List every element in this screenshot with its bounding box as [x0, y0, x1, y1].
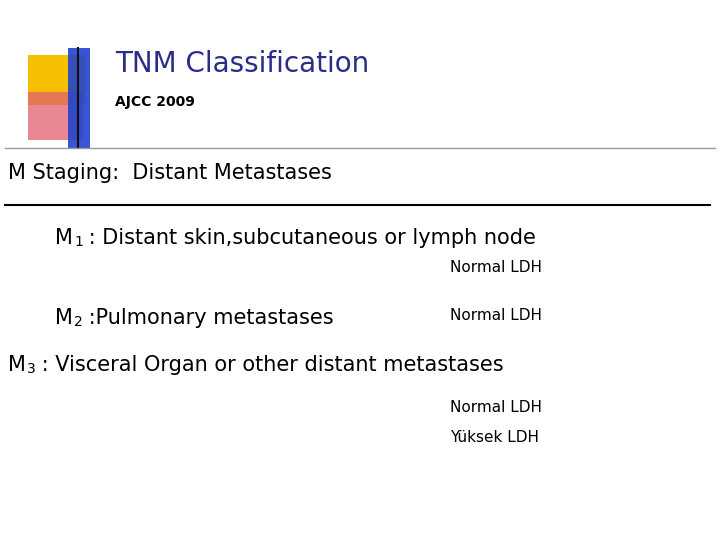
Text: Normal LDH: Normal LDH	[450, 308, 542, 323]
Text: Normal LDH: Normal LDH	[450, 260, 542, 275]
Text: : Visceral Organ or other distant metastases: : Visceral Organ or other distant metast…	[35, 355, 503, 375]
Text: Yüksek LDH: Yüksek LDH	[450, 430, 539, 445]
Bar	[28, 55, 85, 105]
Text: Normal LDH: Normal LDH	[450, 400, 542, 415]
Text: M: M	[55, 308, 73, 328]
Text: : Distant skin,subcutaneous or lymph node: : Distant skin,subcutaneous or lymph nod…	[82, 228, 536, 248]
Text: :Pulmonary metastases: :Pulmonary metastases	[82, 308, 333, 328]
Text: AJCC 2009: AJCC 2009	[115, 95, 195, 109]
Text: M: M	[8, 355, 26, 375]
Text: TNM Classification: TNM Classification	[115, 50, 369, 78]
Text: M Staging:  Distant Metastases: M Staging: Distant Metastases	[8, 163, 332, 183]
Bar	[68, 48, 90, 148]
Text: M: M	[55, 228, 73, 248]
Text: 1: 1	[74, 235, 83, 249]
Text: 3: 3	[27, 362, 36, 376]
Bar	[28, 92, 83, 140]
Text: 2: 2	[74, 315, 83, 329]
